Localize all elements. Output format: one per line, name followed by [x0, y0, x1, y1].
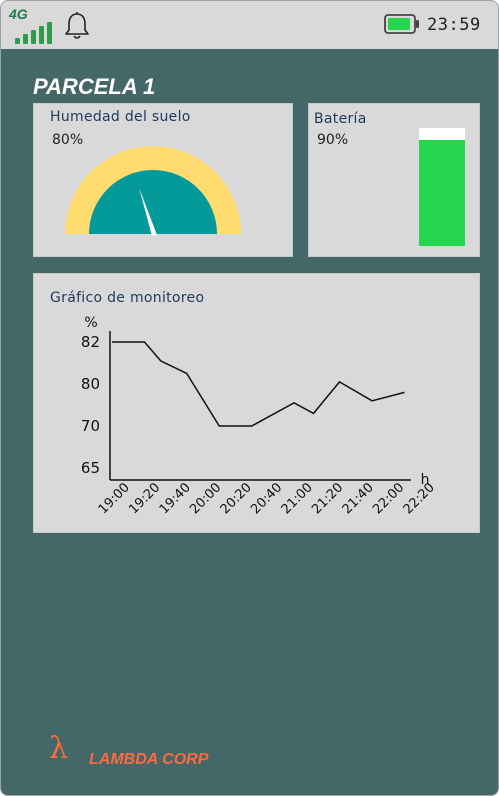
x-tick-label: 21:40: [340, 480, 377, 517]
gauge-needle: [139, 188, 157, 236]
x-tick-label: 22:20: [401, 480, 438, 517]
x-tick-label: 21:00: [279, 480, 316, 517]
monitoring-line-chart: % h 82 80 70 65 19:0019:2019:4020:0020:2020…: [81, 315, 438, 517]
humidity-title: Humedad del suelo: [50, 109, 191, 125]
y-tick-label: 65: [81, 459, 100, 477]
battery-title: Batería: [314, 111, 367, 127]
y-tick-label: 82: [81, 333, 100, 351]
status-bar: 4G 23:59: [1, 1, 498, 49]
monitoring-chart-card: Gráfico de monitoreo % h 82 80 70 65 19:00 1…: [33, 273, 480, 533]
battery-level-fill: [419, 139, 465, 246]
x-tick-label: 21:20: [309, 480, 346, 517]
x-tick-label: 20:00: [187, 480, 224, 517]
x-tick-label: 19:20: [126, 480, 163, 517]
humidity-value: 80%: [52, 132, 84, 148]
network-label: 4G: [9, 6, 28, 22]
humidity-series-line: [112, 341, 405, 427]
y-axis-label: %: [84, 315, 97, 331]
humidity-card: Humedad del suelo 80%: [33, 103, 293, 257]
bell-icon[interactable]: [63, 11, 91, 41]
status-time: 23:59: [427, 15, 481, 35]
page-title: PARCELA 1: [33, 74, 156, 99]
y-tick-label: 70: [81, 417, 100, 435]
battery-status-icon: [384, 14, 419, 34]
x-axis-label: h: [421, 472, 430, 488]
gauge-inner-arc: [89, 170, 217, 234]
chart-title: Gráfico de monitoreo: [50, 290, 205, 306]
lambda-logo-icon: λ: [49, 731, 69, 766]
x-tick-label: 20:20: [218, 480, 255, 517]
y-tick-label: 80: [81, 375, 100, 393]
x-tick-label: 19:00: [96, 480, 133, 517]
x-tick-label: 20:40: [248, 480, 285, 517]
battery-value: 90%: [317, 132, 349, 148]
company-name: LAMBDA CORP: [89, 751, 209, 768]
signal-strength-icon: [15, 22, 52, 44]
x-tick-label: 19:40: [157, 480, 194, 517]
battery-card: Batería 90%: [308, 103, 480, 257]
x-tick-label: 22:00: [370, 480, 407, 517]
battery-level-bar: [419, 128, 465, 246]
humidity-gauge: [65, 146, 241, 236]
